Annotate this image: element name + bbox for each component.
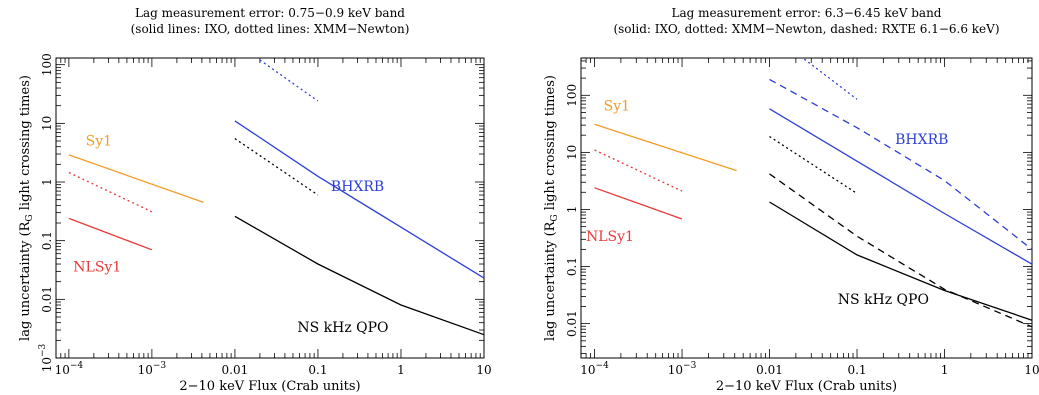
y-tick-label: 10−3	[38, 343, 54, 372]
series-label: NS kHz QPO	[297, 320, 388, 336]
x-tick-label: 10−4	[580, 361, 609, 377]
series-line-dotted	[234, 138, 319, 196]
series-line-dotted	[68, 171, 153, 213]
x-tick-label: 10	[1024, 363, 1039, 377]
series-line-dotted	[259, 59, 319, 102]
x-tick-label: 0.01	[222, 363, 249, 377]
chart-title: Lag measurement error: 0.75−0.9 keV band	[135, 6, 405, 20]
y-tick-label: 1	[40, 178, 54, 186]
chart-subtitle: (solid lines: IXO, dotted lines: XMM−New…	[131, 22, 410, 36]
x-tick-label: 0.01	[756, 363, 783, 377]
y-axis-label: lag uncertainty (RG light crossing times…	[18, 75, 35, 341]
series-line-dotted	[594, 149, 683, 192]
series-line-solid	[594, 123, 737, 172]
series-line-solid	[68, 217, 153, 251]
x-axis-label: 2−10 keV Flux (Crab units)	[179, 379, 360, 394]
x-tick-label: 0.1	[308, 363, 327, 377]
series-line-solid	[234, 120, 485, 279]
x-tick-label: 10−3	[668, 361, 697, 377]
y-tick-label: 100	[565, 84, 579, 107]
x-tick-label: 10	[476, 363, 491, 377]
y-tick-label: 1	[565, 206, 579, 214]
x-tick-label: 1	[941, 363, 949, 377]
y-tick-label: 0.01	[40, 286, 54, 313]
series-line-solid	[68, 154, 204, 204]
tick-marks	[580, 58, 1033, 358]
chart-panel-2: Lag measurement error: 6.3−6.45 keV band…	[543, 6, 1039, 394]
series-line-dotted	[769, 135, 858, 195]
series-line-dotted	[803, 58, 858, 100]
chart-panel-1: Lag measurement error: 0.75−0.9 keV band…	[18, 6, 492, 394]
x-tick-label: 10−3	[138, 361, 167, 377]
tick-marks	[55, 58, 485, 359]
y-tick-label: 0.1	[565, 257, 579, 276]
series-line-dashed	[769, 173, 1033, 328]
chart-title: Lag measurement error: 6.3−6.45 keV band	[672, 6, 942, 20]
plot-frame	[580, 57, 1033, 359]
x-axis-label: 2−10 keV Flux (Crab units)	[716, 379, 897, 394]
series-label: Sy1	[604, 99, 630, 115]
series-label: Sy1	[86, 133, 112, 149]
series-line-solid	[769, 201, 1033, 321]
y-tick-label: 10	[40, 116, 54, 131]
series-label: BHXRB	[331, 179, 384, 195]
series-line-solid	[594, 187, 683, 220]
y-tick-label: 10	[565, 145, 579, 160]
y-tick-label: 0.01	[565, 310, 579, 337]
plot-frame	[55, 57, 485, 359]
series-line-dashed	[769, 78, 1033, 250]
x-tick-label: 10−4	[55, 361, 84, 377]
y-tick-label: 100	[40, 53, 54, 76]
series-label: BHXRB	[895, 132, 948, 148]
series-label: NLSy1	[73, 259, 121, 275]
series-label: NLSy1	[586, 229, 634, 245]
series-label: NS kHz QPO	[838, 292, 929, 308]
y-axis-label: lag uncertainty (RG light crossing times…	[543, 75, 560, 341]
x-tick-label: 1	[397, 363, 405, 377]
series-line-solid	[769, 108, 1033, 265]
y-tick-label: 0.1	[40, 231, 54, 250]
x-tick-label: 0.1	[847, 363, 866, 377]
chart-subtitle: (solid: IXO, dotted: XMM−Newton, dashed:…	[613, 22, 999, 36]
series-line-solid	[234, 215, 485, 336]
